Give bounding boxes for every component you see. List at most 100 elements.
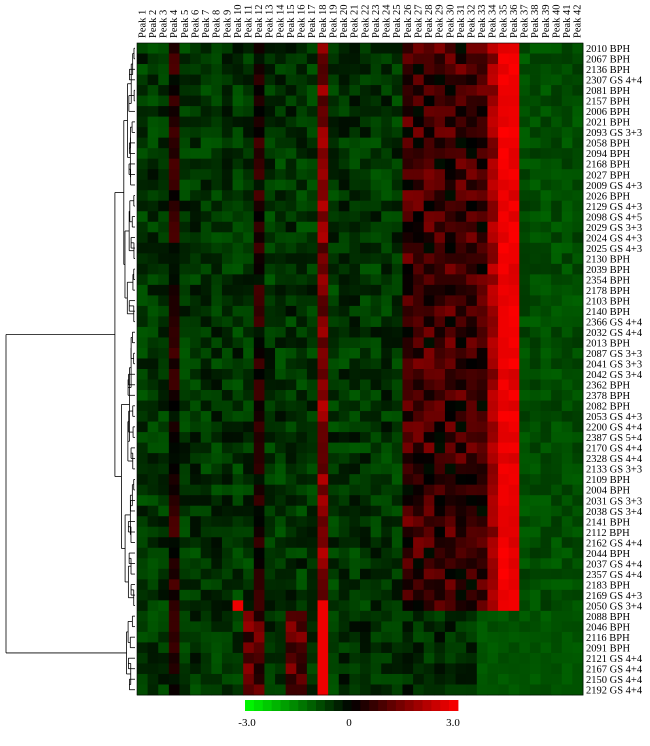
heatmap-cell bbox=[296, 64, 308, 75]
heatmap-cell bbox=[137, 463, 149, 475]
heatmap-cell bbox=[317, 85, 329, 96]
heatmap-cell bbox=[476, 547, 488, 559]
heatmap-cell bbox=[147, 53, 159, 65]
heatmap-cell bbox=[275, 390, 287, 401]
heatmap-cell bbox=[476, 610, 488, 622]
heatmap-cell bbox=[434, 284, 446, 296]
heatmap-cell bbox=[370, 411, 382, 422]
heatmap-cell bbox=[519, 53, 531, 65]
heatmap-cell bbox=[572, 116, 584, 128]
heatmap-cell bbox=[168, 526, 180, 538]
heatmap-cell bbox=[498, 337, 510, 349]
heatmap-cell bbox=[232, 232, 244, 244]
heatmap-cell bbox=[455, 516, 467, 528]
heatmap-cell bbox=[402, 85, 414, 96]
heatmap-cell bbox=[158, 85, 170, 96]
heatmap-cell bbox=[540, 43, 552, 54]
row-label: 2387 GS 5+4 bbox=[586, 433, 643, 444]
heatmap-cell bbox=[551, 663, 563, 675]
heatmap-cell bbox=[455, 621, 467, 633]
heatmap-cell bbox=[317, 284, 329, 296]
heatmap-cell bbox=[137, 211, 149, 223]
column-label: Peak 18 bbox=[318, 4, 329, 38]
heatmap-cell bbox=[296, 232, 308, 244]
heatmap-cell bbox=[243, 316, 255, 328]
heatmap-cell bbox=[434, 610, 446, 622]
heatmap-cell bbox=[391, 463, 403, 475]
heatmap-cell bbox=[423, 158, 435, 170]
heatmap-cell bbox=[540, 295, 552, 307]
heatmap-cell bbox=[381, 116, 393, 128]
heatmap-cell bbox=[519, 505, 531, 517]
row-label: 2013 BPH bbox=[586, 339, 630, 350]
heatmap-cell bbox=[179, 221, 191, 233]
heatmap-cell bbox=[306, 589, 318, 601]
heatmap-cell bbox=[540, 64, 552, 75]
heatmap-cell bbox=[508, 589, 520, 601]
heatmap-cell bbox=[275, 526, 287, 538]
heatmap-cell bbox=[317, 547, 329, 559]
row-label: 2004 BPH bbox=[586, 486, 630, 497]
heatmap-cell bbox=[540, 274, 552, 286]
heatmap-cell bbox=[317, 253, 329, 265]
heatmap-cell bbox=[317, 148, 329, 160]
heatmap-cell bbox=[402, 74, 414, 86]
heatmap-cell bbox=[370, 400, 382, 412]
heatmap-cell bbox=[455, 295, 467, 307]
heatmap-cell bbox=[498, 253, 510, 265]
heatmap-cell bbox=[147, 684, 159, 696]
heatmap-cell bbox=[508, 379, 520, 391]
heatmap-cell bbox=[561, 148, 573, 160]
heatmap-cell bbox=[296, 263, 308, 275]
heatmap-cell bbox=[540, 137, 552, 149]
heatmap-cell bbox=[529, 568, 541, 580]
heatmap-cell bbox=[168, 326, 180, 338]
heatmap-cell bbox=[168, 684, 180, 696]
heatmap-cell bbox=[338, 673, 350, 685]
heatmap-cell bbox=[158, 148, 170, 160]
heatmap-cell bbox=[168, 316, 180, 328]
heatmap-cell bbox=[455, 642, 467, 654]
heatmap-cell bbox=[264, 537, 276, 549]
heatmap-cell bbox=[243, 106, 255, 118]
heatmap-cell bbox=[158, 358, 170, 370]
heatmap-cell bbox=[572, 347, 584, 359]
heatmap-cell bbox=[572, 652, 584, 664]
heatmap-cell bbox=[211, 642, 223, 654]
heatmap-cell bbox=[179, 379, 191, 391]
heatmap-cell bbox=[158, 684, 170, 696]
heatmap-cell bbox=[179, 505, 191, 517]
heatmap-cell bbox=[317, 358, 329, 370]
heatmap-cell bbox=[455, 242, 467, 254]
heatmap-cell bbox=[572, 190, 584, 202]
column-label: Peak 28 bbox=[424, 4, 435, 38]
heatmap-cell bbox=[221, 200, 233, 212]
heatmap-cell bbox=[221, 474, 233, 486]
heatmap-cell bbox=[381, 379, 393, 391]
heatmap-cell bbox=[434, 642, 446, 654]
heatmap-cell bbox=[498, 589, 510, 601]
heatmap-cell bbox=[561, 663, 573, 675]
heatmap-cell bbox=[158, 537, 170, 549]
heatmap-cell bbox=[540, 474, 552, 486]
heatmap-cell bbox=[317, 379, 329, 391]
heatmap-cell bbox=[296, 106, 308, 118]
heatmap-cell bbox=[551, 390, 563, 401]
heatmap-cell bbox=[296, 158, 308, 170]
heatmap-cell bbox=[243, 53, 255, 65]
heatmap-cell bbox=[508, 579, 520, 591]
heatmap-cell bbox=[179, 74, 191, 86]
heatmap-cell bbox=[275, 358, 287, 370]
heatmap-cell bbox=[413, 589, 425, 601]
heatmap-cell bbox=[158, 474, 170, 486]
heatmap-cell bbox=[317, 127, 329, 139]
heatmap-cell bbox=[508, 684, 520, 696]
heatmap-cell bbox=[434, 347, 446, 359]
heatmap-cell bbox=[561, 106, 573, 118]
heatmap-cell bbox=[147, 474, 159, 486]
heatmap-cell bbox=[508, 505, 520, 517]
heatmap-cell bbox=[455, 442, 467, 454]
heatmap-cell bbox=[413, 95, 425, 107]
heatmap-cell bbox=[466, 190, 478, 202]
heatmap-cell bbox=[275, 369, 287, 380]
